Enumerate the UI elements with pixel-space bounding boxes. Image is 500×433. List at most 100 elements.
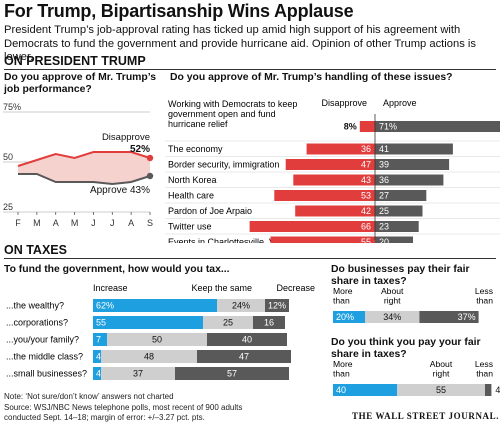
keep-same-value-label: 48 [144,352,154,362]
approve-bar [375,159,450,170]
disapprove-bar [306,143,375,155]
legend-less-than: than [476,296,493,306]
legend-more-than: than [333,296,350,306]
approve-value-label: 41 [379,144,389,154]
source-text: Source: WSJ/NBC News telephone polls, mo… [4,403,243,412]
category-label: hurricane relief [168,119,228,129]
legend-more-than: than [333,369,350,379]
approve-bar [375,205,423,217]
approve-bar [375,174,444,186]
category-label: Twitter use [168,222,212,232]
disapprove-bar [293,174,375,186]
increase-bar [93,316,203,329]
x-tick-label: J [110,218,115,228]
increase-value-label: 4 [96,369,101,379]
category-label: Events in Charlottesville, Va. [168,237,282,243]
disapprove-value-label: 8% [344,122,357,132]
keep-same-bar [101,367,175,380]
approve-line [18,173,151,186]
decrease-value-label: 16 [264,318,274,328]
keep-same-bar [107,333,207,346]
category-label: ...you/your family? [6,335,79,345]
legend-less-than: than [476,369,493,379]
disapprove-bar [295,205,375,217]
legend-about-right: About [430,361,453,369]
disapprove-value-label: 36 [361,144,371,154]
legend-about-right: right [384,296,401,306]
x-tick-label: M [33,218,41,228]
about-right-value-label: 34% [383,312,401,322]
job-performance-question: Do you approve of Mr. Trump’s job perfor… [4,72,157,95]
legend-less-than: Less [475,288,493,296]
decrease-value-label: 47 [239,352,249,362]
keep-same-bar [203,316,253,329]
disapprove-bar [249,221,375,232]
disapprove-value-label: 52% [130,144,150,155]
decrease-bar [197,350,291,363]
category-label: government open and fund [168,109,276,119]
source-text-2: conducted Sept. 14–18; margin of error: … [4,413,205,422]
disapprove-value-label: 43 [361,175,371,185]
approve-value-label: Approve 43% [90,185,150,196]
keep-same-value-label: 37 [133,369,143,379]
increase-bar [93,367,101,380]
category-label: The economy [168,144,223,154]
legend-about-right: right [433,369,450,379]
y-tick-label: 25 [3,202,13,212]
x-tick-label: A [128,218,134,228]
keep-same-bar [101,350,197,363]
section-president: ON PRESIDENT TRUMP [4,54,146,68]
increase-value-label: 7 [96,335,101,345]
disapprove-series-label: Disapprove [102,132,150,143]
approve-bar [375,236,413,243]
section-rule [4,69,496,70]
approve-bar [375,190,427,201]
less-than-value-label: 4 [495,385,500,395]
increase-value-label: 4 [96,352,101,362]
keep-same-value-label: 25 [223,318,233,328]
approve-value-label: 36 [379,175,389,185]
legend-more-than: More [333,288,353,296]
disapprove-bar [285,159,375,170]
business-share-question: Do businesses pay their fair share in ta… [331,264,470,287]
own-share-question: Do you think you pay your fair share in … [331,337,481,360]
legend-increase: Increase [93,283,128,293]
y-tick-label: 75% [3,102,21,112]
disapprove-bar [359,121,375,132]
more-than-value-label: 40 [336,385,346,395]
publisher-logo: THE WALL STREET JOURNAL. [352,411,500,421]
disapprove-bar [274,190,375,201]
category-label: ...the middle class? [6,352,83,362]
legend-decrease: Decrease [276,283,315,293]
approve-value-label: 71% [379,122,397,132]
approve-value-label: 20 [379,237,389,243]
decrease-value-label: 40 [242,335,252,345]
x-tick-label: F [15,218,21,228]
category-label: ...small businesses? [6,369,87,379]
category-label: Health care [168,191,214,201]
approve-value-label: 25 [379,206,389,216]
disapprove-value-label: 55 [361,237,371,243]
disapprove-value-label: 47 [361,160,371,170]
legend-disapprove: Disapprove [321,98,367,108]
note-text: Note: ‘Not sure/don’t know’ answers not … [4,392,174,401]
decrease-value-label: 57 [227,369,237,379]
section-taxes: ON TAXES [4,243,67,257]
x-tick-label: M [71,218,79,228]
issues-question: Do you approve of Mr. Trump’s handling o… [170,72,453,83]
less-than-bar [485,384,492,396]
approve-bar [375,221,419,232]
category-label: Border security, immigration [168,160,279,170]
legend-keep-same: Keep the same [191,283,252,293]
category-label: Working with Democrats to keep [168,99,297,109]
approve-value-label: 39 [379,160,389,170]
y-tick-label: 50 [3,152,13,162]
issues-bar-chart: Disapprove Approve Working with Democrats … [165,98,500,243]
gap-area [18,152,150,184]
decrease-bar [265,299,289,312]
category-label: Pardon of Joe Arpaio [168,206,252,216]
increase-value-label: 55 [96,318,106,328]
keep-same-value-label: 24% [232,301,250,311]
less-than-bar [419,311,479,323]
disapprove-value-label: 53 [361,191,371,201]
